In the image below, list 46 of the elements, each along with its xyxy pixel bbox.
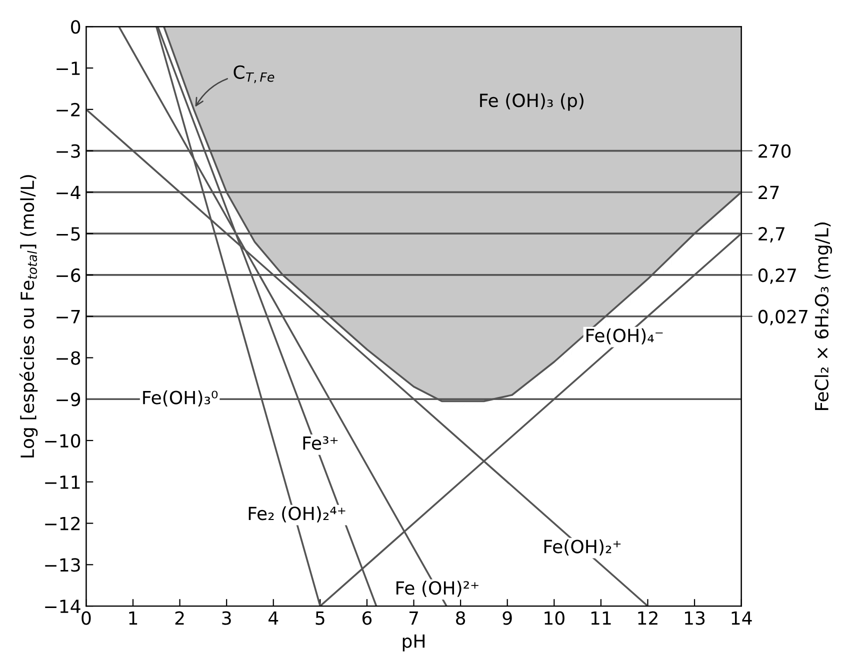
x-tick-label: 11 bbox=[591, 611, 611, 625]
y2-tick-label: 270 bbox=[758, 144, 791, 158]
y2-tick-label: 27 bbox=[758, 186, 779, 200]
x-tick-label: 10 bbox=[544, 611, 564, 625]
x-tick-label: 1 bbox=[129, 611, 138, 625]
annotation: Fe (OH)₃ (p) bbox=[480, 93, 584, 111]
x-tick-label: 12 bbox=[638, 611, 658, 625]
y-tick-label: −6 bbox=[56, 268, 80, 282]
annotation: Fe(OH)₄⁻ bbox=[586, 328, 663, 344]
x-tick-label: 9 bbox=[502, 611, 512, 625]
y-axis-title: Log [espécies ou Fe$_{total}$] (mol/L) bbox=[19, 175, 38, 458]
x-tick-label: 5 bbox=[316, 611, 324, 625]
y2-tick-label: 0,027 bbox=[758, 310, 808, 326]
x-tick-label: 7 bbox=[409, 611, 418, 625]
y-tick-label: −9 bbox=[56, 392, 80, 406]
y2-tick-label: 2,7 bbox=[758, 227, 784, 243]
annotation: Fe³⁺ bbox=[303, 436, 338, 450]
annotation: Fe(OH)₂⁺ bbox=[544, 539, 621, 556]
y-tick-label: −2 bbox=[56, 102, 80, 116]
x-tick-label: 8 bbox=[456, 611, 466, 625]
x-tick-label: 2 bbox=[175, 611, 184, 625]
x-tick-label: 14 bbox=[732, 611, 752, 625]
y-tick-label: −3 bbox=[56, 144, 80, 158]
x-tick-label: 3 bbox=[222, 611, 231, 625]
annotation: Fe (OH)²⁺ bbox=[396, 580, 478, 597]
x-tick-label: 6 bbox=[362, 611, 372, 625]
y2-axis-title: FeCl₂ × 6H₂O₃ (mg/L) bbox=[814, 222, 832, 410]
x-tick-label: 0 bbox=[82, 611, 91, 625]
y-tick-label: −14 bbox=[45, 600, 80, 613]
y2-tick-label: 0,27 bbox=[758, 268, 796, 284]
annotation: C$_{T,Fe}$ bbox=[234, 65, 274, 84]
x-tick-label: 13 bbox=[685, 611, 705, 625]
annotation: Fe₂ (OH)₂⁴⁺ bbox=[248, 506, 346, 522]
y-tick-label: −1 bbox=[56, 62, 80, 75]
y-tick-label: −8 bbox=[56, 351, 80, 365]
y-tick-label: −4 bbox=[56, 186, 80, 200]
y-tick-label: −5 bbox=[56, 227, 80, 241]
x-tick-label: 4 bbox=[268, 611, 278, 625]
y-tick-label: −10 bbox=[45, 434, 80, 448]
y-tick-label: −7 bbox=[56, 310, 80, 324]
x-axis-title: pH bbox=[402, 634, 425, 652]
y-tick-label: 0 bbox=[71, 20, 80, 34]
annotation: Fe(OH)₃⁰ bbox=[143, 390, 218, 406]
y-tick-label: −13 bbox=[45, 558, 80, 572]
y-tick-label: −12 bbox=[45, 516, 80, 530]
y-tick-label: −11 bbox=[45, 476, 80, 489]
